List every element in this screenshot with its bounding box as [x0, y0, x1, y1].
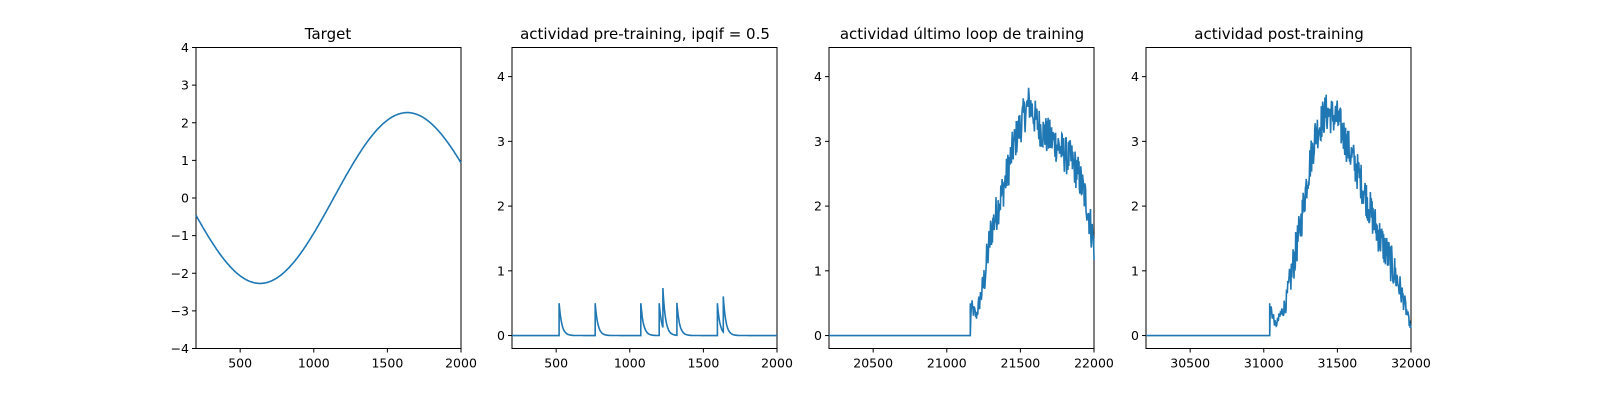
series-line: [195, 111, 462, 285]
y-tick-label: 0: [1131, 328, 1139, 343]
panel-pre-training: actividad pre-training, ipqif = 0.5 500 1…: [497, 25, 793, 371]
x-tick-label: 21000: [927, 356, 967, 371]
x-tick-label: 32000: [1391, 356, 1431, 371]
y-tick-label: 1: [181, 153, 189, 168]
x-tick-label: 21500: [1001, 356, 1041, 371]
y-tick-label: 4: [497, 69, 505, 84]
y-tick-label: −3: [171, 303, 189, 318]
y-tick-label: 4: [1131, 69, 1139, 84]
y-tick-label: 0: [181, 191, 189, 206]
y-tick-label: 2: [814, 199, 822, 214]
y-tick-label: 3: [814, 134, 822, 149]
x-tick-label: 1000: [298, 356, 330, 371]
x-tick-label: 30500: [1170, 356, 1210, 371]
y-tick-label: 3: [497, 134, 505, 149]
axis-ticks: 20500 21000 21500 22000 0 1 2 3 4: [814, 69, 1114, 370]
x-tick-label: 31000: [1244, 356, 1284, 371]
series-line: [829, 87, 1095, 337]
x-tick-label: 22000: [1074, 356, 1114, 371]
y-tick-label: 3: [1131, 134, 1139, 149]
axis-ticks: 30500 31000 31500 32000 0 1 2 3 4: [1131, 69, 1431, 370]
chart-title: actividad post-training: [1194, 25, 1363, 43]
axis-ticks: 500 1000 1500 2000 0 1 2 3 4: [497, 69, 793, 370]
y-tick-label: −4: [171, 341, 189, 356]
x-tick-label: 2000: [761, 356, 793, 371]
y-tick-label: 3: [181, 78, 189, 93]
panel-post-training: actividad post-training 30500 31000 31500 3…: [1131, 25, 1431, 371]
x-tick-label: 31500: [1318, 356, 1358, 371]
y-tick-label: 2: [181, 115, 189, 130]
plot-frame: [511, 47, 778, 349]
x-tick-label: 1500: [371, 356, 403, 371]
y-tick-label: 2: [1131, 199, 1139, 214]
panel-target: Target 500 1000 1500 2000 −4 −3 −2 −1 0 1 2 3 4: [171, 25, 477, 371]
y-tick-label: −1: [171, 228, 189, 243]
chart-title: actividad pre-training, ipqif = 0.5: [520, 25, 770, 43]
x-tick-label: 1500: [687, 356, 719, 371]
panel-last-training-loop: actividad último loop de training 20500 2…: [814, 25, 1114, 371]
series-line: [512, 287, 777, 337]
y-tick-label: 1: [1131, 263, 1139, 278]
axis-ticks: 500 1000 1500 2000 −4 −3 −2 −1 0 1 2 3 4: [171, 40, 477, 371]
y-tick-label: 2: [497, 199, 505, 214]
x-tick-label: 1000: [614, 356, 646, 371]
y-tick-label: 0: [497, 328, 505, 343]
plot-frame: [1145, 47, 1412, 349]
y-tick-label: 4: [181, 40, 189, 55]
x-tick-label: 500: [228, 356, 252, 371]
y-tick-label: 4: [814, 69, 822, 84]
y-tick-label: −2: [171, 266, 189, 281]
series-line: [1146, 94, 1412, 337]
chart-title: Target: [304, 25, 352, 43]
chart-title: actividad último loop de training: [840, 25, 1084, 43]
y-tick-label: 0: [814, 328, 822, 343]
x-tick-label: 2000: [445, 356, 477, 371]
x-tick-label: 20500: [853, 356, 893, 371]
y-tick-label: 1: [497, 263, 505, 278]
plot-frame: [828, 47, 1095, 349]
x-tick-label: 500: [544, 356, 568, 371]
y-tick-label: 1: [814, 263, 822, 278]
